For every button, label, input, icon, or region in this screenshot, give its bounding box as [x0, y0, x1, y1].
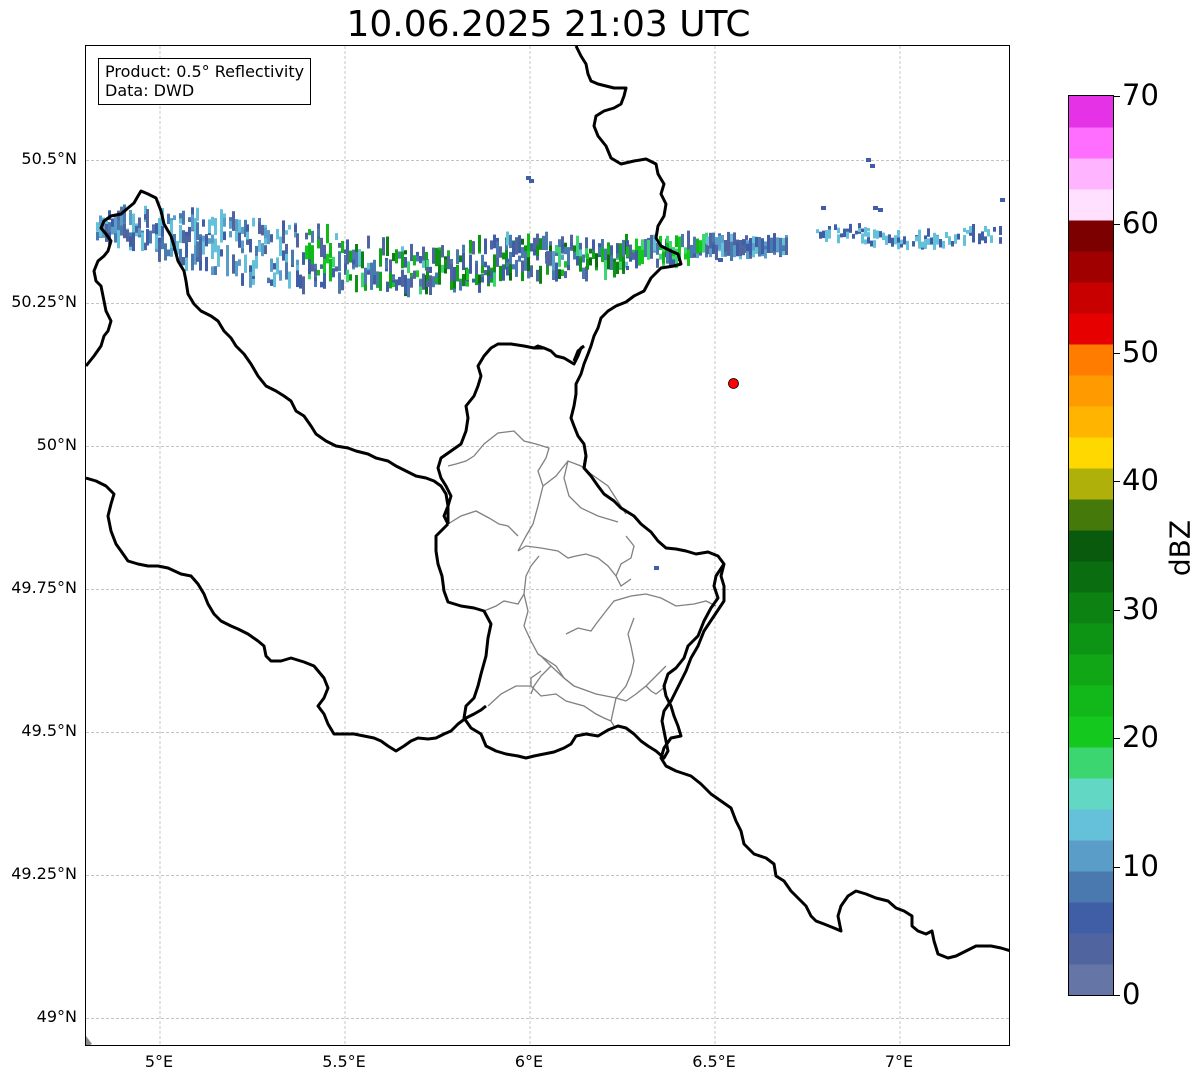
colorbar-tick-mark: [1114, 995, 1120, 996]
lon-tick-label: 6.5°E: [692, 1052, 736, 1071]
canton-boundaries: [447, 430, 717, 727]
colorbar-swatch: [1069, 964, 1113, 995]
colorbar-swatch: [1069, 654, 1113, 686]
colorbar-swatch: [1069, 685, 1113, 717]
colorbar-swatch: [1069, 840, 1113, 872]
colorbar-swatch: [1069, 778, 1113, 810]
lat-tick-label: 49°N: [36, 1007, 77, 1027]
colorbar-swatch: [1069, 933, 1113, 965]
colorbar-tick-label: 30: [1122, 591, 1159, 626]
colorbar-swatch: [1069, 437, 1113, 469]
lon-tick-label: 5.5°E: [322, 1052, 366, 1071]
lat-tick-label: 49.25°N: [11, 864, 77, 884]
colorbar-swatch: [1069, 375, 1113, 407]
colorbar-tick-mark: [1114, 738, 1120, 740]
colorbar-swatch: [1069, 313, 1113, 345]
colorbar-swatch: [1069, 127, 1113, 159]
lat-tick-label: 49.75°N: [11, 578, 77, 598]
colorbar-swatches: [1069, 96, 1113, 995]
colorbar-tick-label: 70: [1122, 78, 1159, 112]
radar-site-dot: [728, 378, 739, 389]
colorbar-tick-mark: [1114, 96, 1120, 97]
radar-map[interactable]: Product: 0.5° Reflectivity Data: DWD: [85, 45, 1010, 1046]
product-info-box: Product: 0.5° Reflectivity Data: DWD: [98, 58, 312, 105]
colorbar-tick-label: 0: [1122, 977, 1141, 1011]
colorbar-swatch: [1069, 189, 1113, 221]
colorbar-swatch: [1069, 561, 1113, 593]
colorbar-swatch: [1069, 468, 1113, 500]
colorbar-tick-mark: [1114, 224, 1120, 226]
colorbar-swatch: [1069, 499, 1113, 531]
colorbar-swatch: [1069, 871, 1113, 903]
colorbar-swatch: [1069, 809, 1113, 841]
radar-site-marker[interactable]: [728, 378, 739, 389]
colorbar: [1068, 95, 1114, 996]
colorbar-tick-mark: [1114, 866, 1120, 868]
map-title: 10.06.2025 21:03 UTC: [346, 4, 751, 45]
colorbar-tick-label: 50: [1122, 334, 1159, 369]
lon-tick-label: 7°E: [884, 1052, 914, 1071]
map-canvas: [86, 46, 1009, 1045]
lat-tick-label: 50°N: [36, 435, 77, 455]
corner-echo: [86, 1036, 92, 1045]
colorbar-tick-mark: [1114, 609, 1120, 611]
colorbar-swatch: [1069, 530, 1113, 562]
colorbar-tick-mark: [1114, 481, 1120, 483]
lon-tick-label: 5°E: [144, 1052, 174, 1071]
colorbar-swatch: [1069, 623, 1113, 655]
colorbar-tick-label: 40: [1122, 463, 1159, 498]
lon-tick-label: 6°E: [514, 1052, 544, 1071]
colorbar-swatch: [1069, 747, 1113, 779]
colorbar-tick-mark: [1114, 352, 1120, 354]
colorbar-swatch: [1069, 282, 1113, 314]
lat-tick-label: 50.5°N: [21, 149, 77, 169]
product-label: Product: 0.5° Reflectivity: [105, 62, 305, 81]
colorbar-swatch: [1069, 251, 1113, 283]
radar-echoes: [96, 158, 1005, 570]
colorbar-swatch: [1069, 406, 1113, 438]
colorbar-tick-label: 60: [1122, 206, 1159, 241]
data-source-label: Data: DWD: [105, 81, 195, 100]
colorbar-swatch: [1069, 716, 1113, 748]
colorbar-label: dBZ: [1163, 519, 1197, 577]
national-borders: [86, 46, 1009, 960]
colorbar-swatch: [1069, 902, 1113, 934]
colorbar-swatch: [1069, 96, 1113, 128]
colorbar-tick-label: 20: [1122, 720, 1159, 755]
colorbar-swatch: [1069, 344, 1113, 376]
lat-tick-label: 49.5°N: [21, 721, 77, 741]
colorbar-swatch: [1069, 592, 1113, 624]
colorbar-tick-label: 10: [1122, 848, 1159, 883]
colorbar-swatch: [1069, 220, 1113, 252]
lat-tick-label: 50.25°N: [11, 292, 77, 312]
colorbar-swatch: [1069, 158, 1113, 190]
